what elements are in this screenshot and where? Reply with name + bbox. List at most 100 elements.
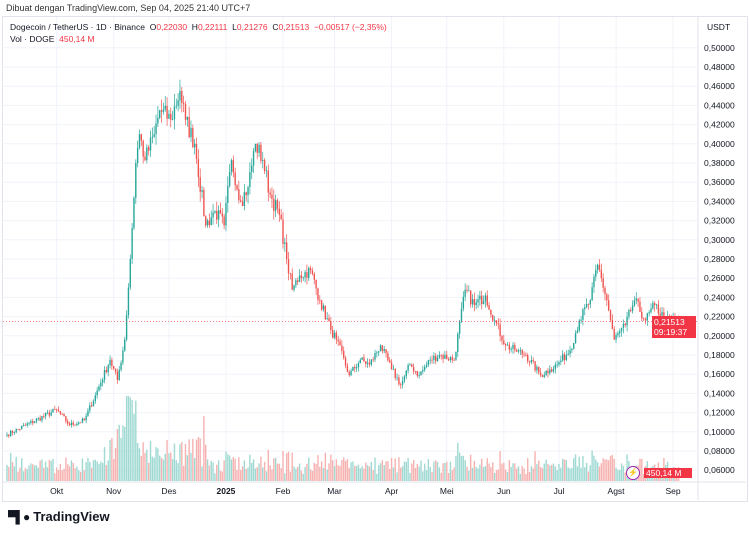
candle-body: [313, 273, 315, 280]
volume-bar: [339, 465, 341, 481]
volume-bar: [151, 456, 154, 481]
volume-bar: [365, 462, 367, 481]
last-price-value: 0,21513: [654, 317, 685, 327]
candle-body: [280, 214, 282, 220]
currency-label[interactable]: USDT: [707, 22, 731, 32]
volume-bar: [613, 458, 615, 481]
volume-bar: [381, 460, 384, 481]
candle-body: [188, 116, 190, 138]
candle-body: [510, 348, 512, 350]
lightning-icon[interactable]: ⚡: [626, 466, 640, 480]
volume-bar: [177, 463, 179, 481]
volume-bar: [247, 467, 249, 481]
volume-bar: [19, 467, 21, 481]
candle-body: [197, 159, 200, 178]
candle-body: [15, 428, 17, 433]
volume-bar: [124, 426, 126, 481]
candle-body: [46, 412, 49, 414]
volume-bar: [260, 456, 262, 481]
volume-bar: [258, 463, 260, 481]
y-tick-label: 0,48000: [704, 62, 735, 72]
candle-body: [547, 370, 549, 374]
volume-bar: [418, 466, 420, 481]
volume-bar: [337, 465, 339, 481]
y-tick-label: 0,26000: [704, 273, 735, 283]
volume-bar: [515, 468, 518, 481]
candle-body: [160, 110, 163, 112]
volume-bar: [28, 465, 30, 481]
volume-bar: [414, 467, 417, 481]
volume-bar: [289, 471, 292, 481]
volume-bar: [457, 442, 459, 481]
volume-bar: [442, 463, 444, 481]
x-tick-label: Jul: [554, 486, 565, 496]
candle-body: [308, 267, 310, 278]
candle-body: [628, 310, 630, 317]
volume-bar: [92, 460, 95, 481]
volume-bar: [435, 460, 437, 481]
candle-body: [504, 344, 507, 346]
candle-body: [129, 259, 131, 288]
candle-body: [109, 359, 111, 366]
volume-bar: [545, 459, 547, 481]
x-tick-label: 2025: [216, 486, 235, 496]
volume-bar: [315, 463, 317, 481]
volume-bar: [469, 454, 472, 481]
volume-bar: [267, 449, 269, 481]
candle-body: [8, 434, 10, 437]
volume-bar: [512, 463, 514, 481]
volume-bar: [72, 462, 74, 481]
volume-bar: [521, 465, 523, 481]
candle-body: [175, 105, 177, 107]
volume-bar: [532, 468, 534, 481]
candle-body: [536, 366, 538, 371]
candle-body: [155, 123, 157, 135]
candle-body: [631, 305, 634, 311]
volume-bar: [573, 458, 575, 481]
y-tick-label: 0,34000: [704, 196, 735, 206]
volume-bar: [300, 470, 303, 481]
symbol-title[interactable]: Dogecoin / TetherUS · 1D · Binance: [10, 22, 145, 32]
candle-body: [580, 319, 582, 321]
candle-body: [306, 272, 308, 278]
volume-bar: [508, 460, 511, 481]
candle-body: [33, 421, 36, 424]
candle-body: [24, 425, 27, 426]
volume-bar: [602, 458, 604, 481]
candle-body: [258, 144, 260, 153]
candle-body: [630, 310, 632, 311]
y-tick-label: 0,20000: [704, 331, 735, 341]
candle-body: [425, 364, 428, 367]
candle-body: [43, 416, 45, 417]
volume-bar: [81, 458, 84, 481]
y-tick-label: 0,08000: [704, 446, 735, 456]
y-tick-label: 0,14000: [704, 388, 735, 398]
volume-bar: [468, 470, 470, 481]
volume-bar: [87, 457, 89, 481]
volume-bar: [54, 473, 56, 481]
volume-bar: [565, 460, 568, 481]
volume-bar: [219, 470, 222, 481]
candle-body: [125, 315, 128, 340]
candle-body: [101, 379, 104, 383]
volume-bar: [234, 458, 236, 481]
y-tick-label: 0,24000: [704, 292, 735, 302]
volume-bar: [549, 465, 551, 481]
candle-body: [431, 359, 433, 361]
candle-body: [565, 355, 568, 361]
candle-body: [50, 412, 52, 416]
volume-bar: [287, 451, 290, 481]
volume-bar: [385, 461, 387, 481]
volume-bar: [276, 463, 279, 481]
candle-body: [232, 160, 235, 173]
candle-body: [635, 298, 637, 301]
candle-body: [422, 369, 424, 372]
candle-body: [348, 372, 350, 376]
volume-bar: [133, 413, 135, 481]
volume-bar: [341, 460, 343, 481]
volume-bar: [620, 463, 623, 481]
volume-bar: [387, 461, 389, 481]
chart-frame[interactable]: [2, 16, 748, 502]
tradingview-logo[interactable]: ▀▌● TradingView: [8, 509, 110, 524]
